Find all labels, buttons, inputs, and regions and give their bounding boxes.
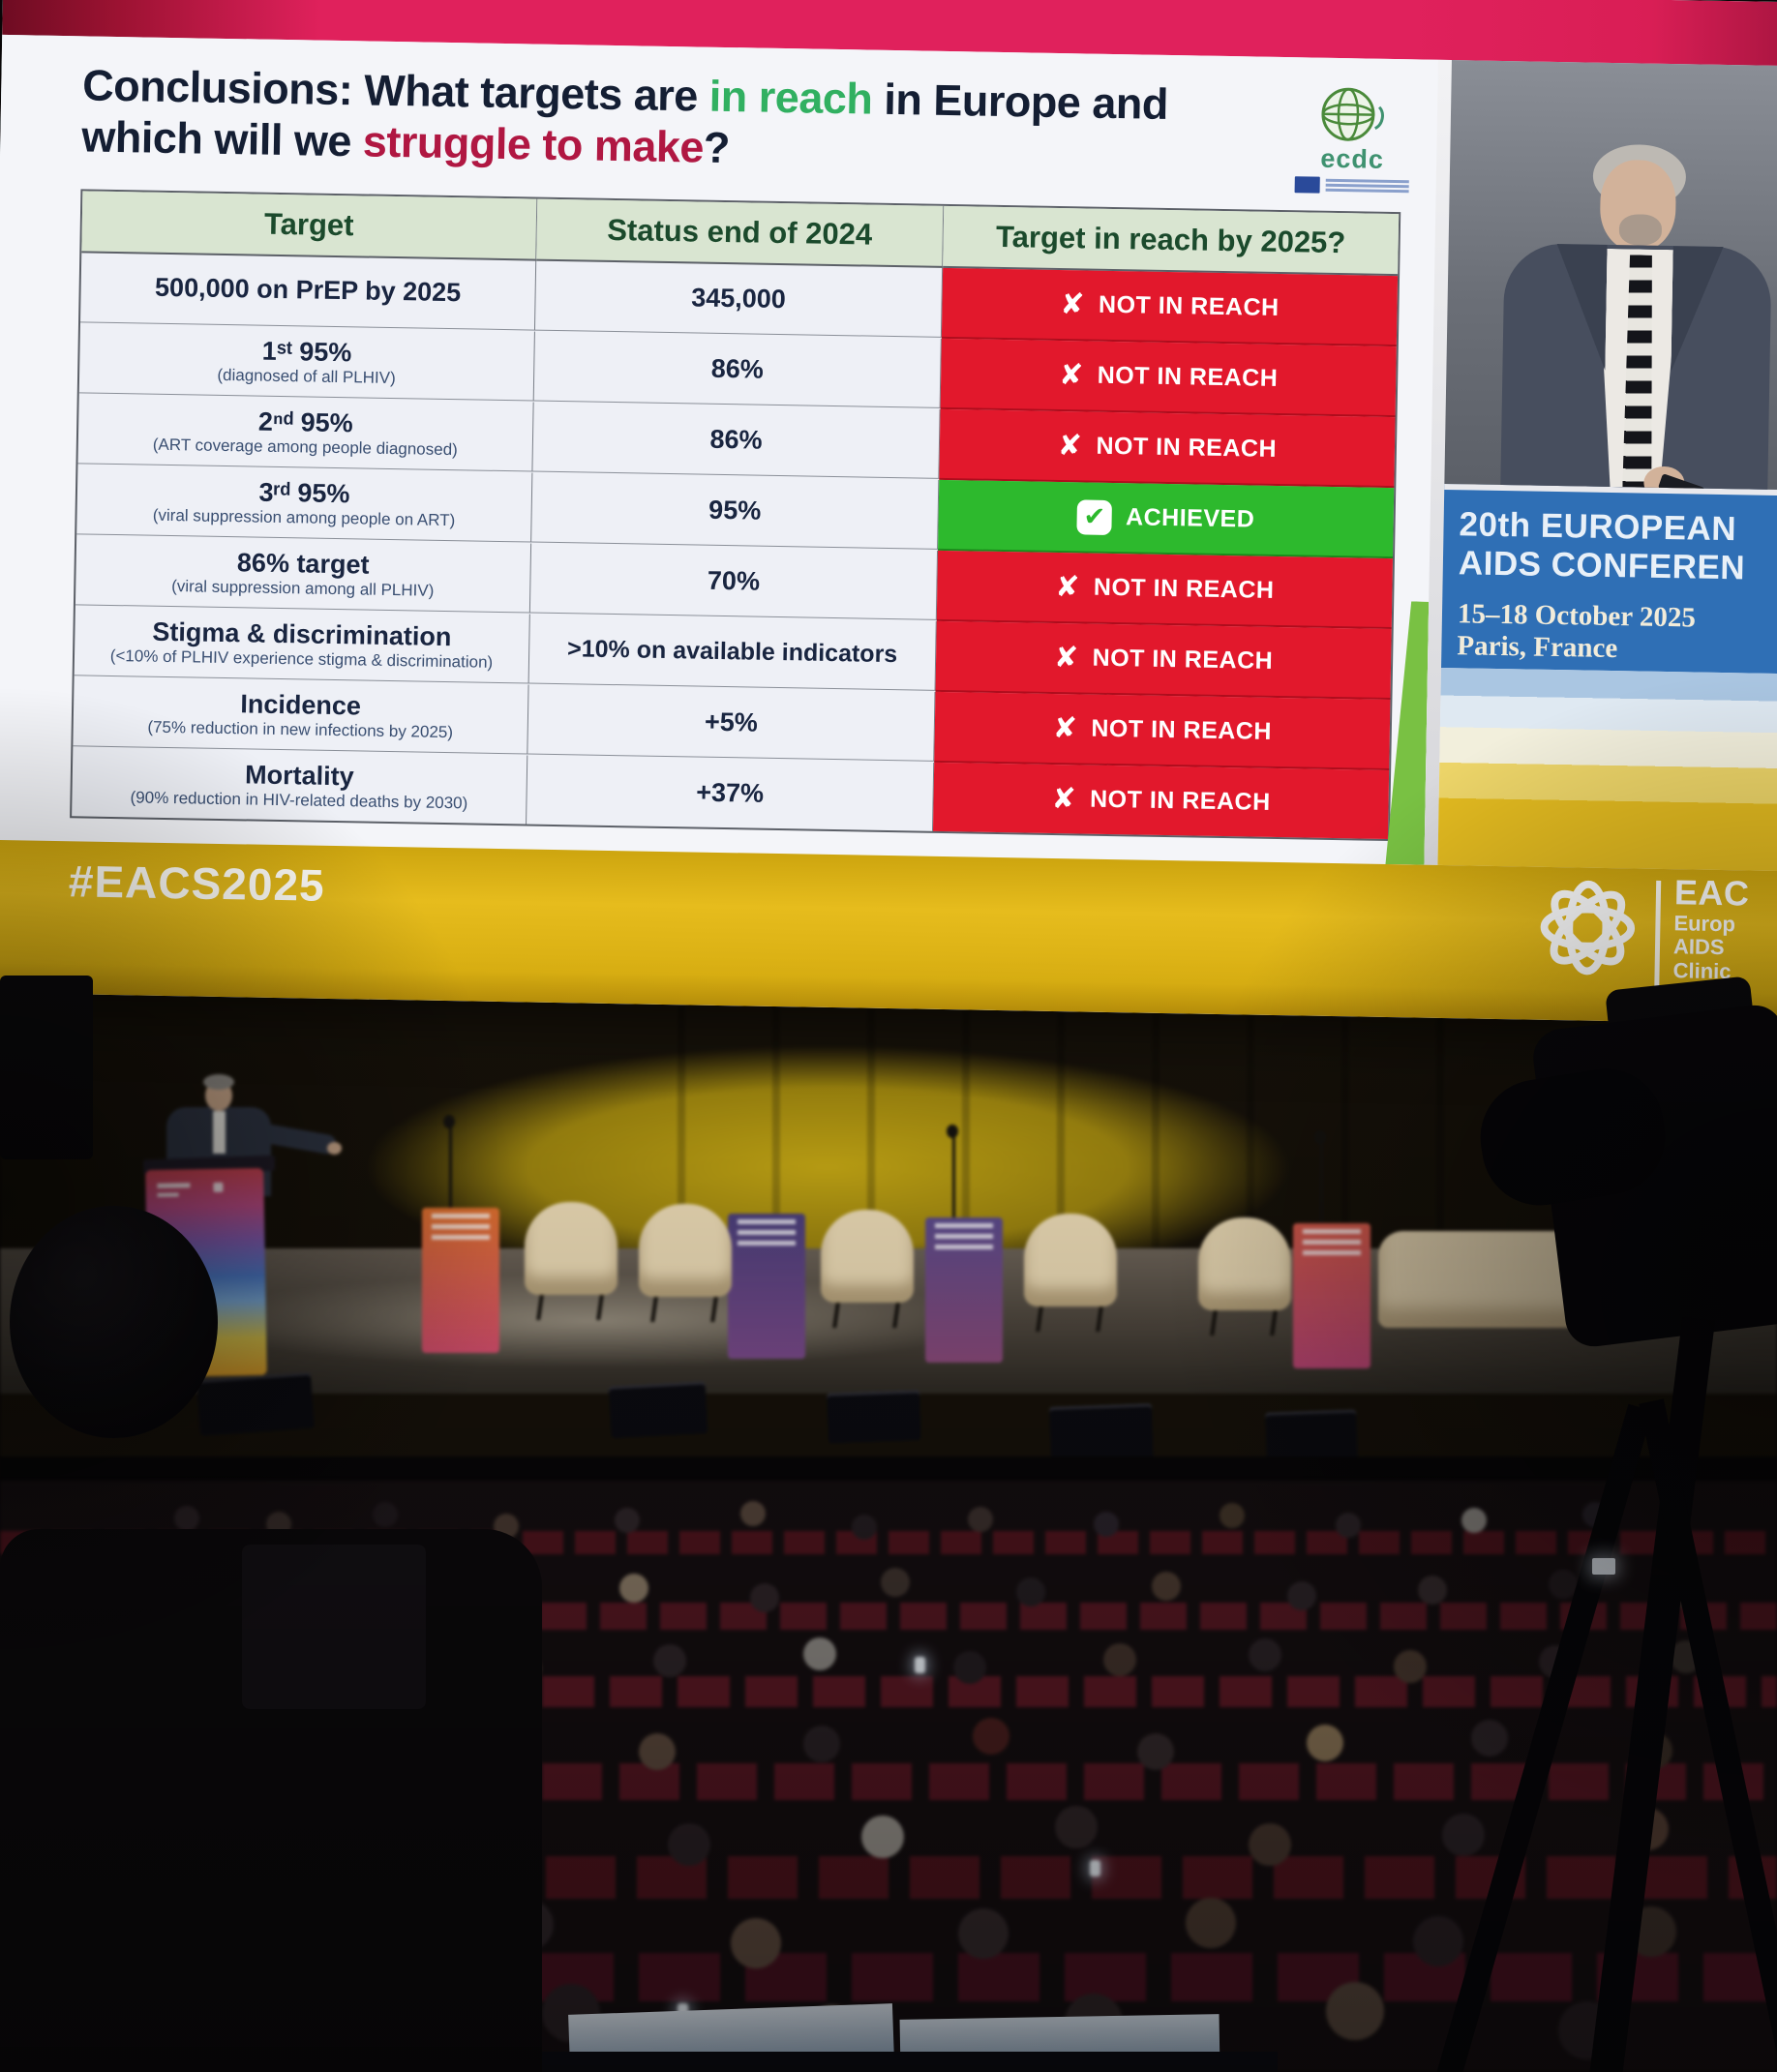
ecdc-logo-text: ecdc	[1320, 143, 1385, 174]
reach-label: ACHIEVED	[1125, 503, 1255, 533]
column-header-reach: Target in reach by 2025?	[943, 205, 1400, 277]
title-part3: which will we	[80, 111, 364, 166]
target-note: (<10% of PLHIV experience stigma & discr…	[109, 646, 494, 673]
status-value: 70%	[529, 543, 939, 620]
cross-icon: ✘	[1051, 782, 1077, 816]
laptop-base	[542, 2052, 1278, 2072]
screen-right-panel: 20th EUROPEAN AIDS CONFEREN 15–18 Octobe…	[1437, 60, 1777, 872]
stage-armchair	[1198, 1217, 1291, 1310]
eacs-rosette-icon	[1540, 880, 1636, 976]
target-note: (viral suppression among people on ART)	[152, 505, 456, 530]
reach-status-badge-achieved: ✔ ACHIEVED	[938, 479, 1395, 559]
broadcast-camera	[1431, 976, 1777, 2072]
presentation-slide: Conclusions: What targets are in reach i…	[0, 34, 1438, 865]
target-note: (viral suppression among all PLHIV)	[171, 577, 435, 601]
ecdc-logo: ecdc	[1279, 84, 1426, 203]
reach-label: NOT IN REACH	[1096, 432, 1278, 463]
cross-icon: ✘	[1055, 570, 1081, 604]
stage-monitor	[827, 1390, 921, 1444]
title-struggle: struggle to make	[362, 116, 705, 172]
dome-camera	[10, 1206, 218, 1438]
eacs-logo-divider	[1654, 880, 1662, 995]
reach-status-badge: ✘ NOT IN REACH	[939, 408, 1396, 489]
target-label: Incidence	[240, 689, 362, 721]
conference-title-line2: AIDS CONFEREN	[1458, 544, 1746, 587]
reach-status-badge: ✘ NOT IN REACH	[934, 691, 1391, 771]
cross-icon: ✘	[1052, 711, 1078, 745]
check-icon: ✔	[1076, 498, 1113, 535]
column-header-status: Status end of 2024	[536, 198, 945, 268]
speaker-video-feed	[1444, 60, 1777, 491]
stage-armchair	[1024, 1214, 1117, 1306]
speaker-beard	[1618, 214, 1663, 246]
left-camera-equipment	[0, 968, 581, 2072]
target-label: 3ʳᵈ 95%	[258, 477, 350, 509]
reach-label: NOT IN REACH	[1089, 785, 1271, 816]
ecdc-globe-icon	[1321, 87, 1384, 141]
reach-status-badge: ✘ NOT IN REACH	[932, 762, 1390, 840]
cross-icon: ✘	[1058, 359, 1085, 392]
stage-side-table	[925, 1125, 1003, 1363]
status-value: +5%	[527, 684, 936, 762]
reach-label: NOT IN REACH	[1098, 290, 1280, 321]
stage-monitor	[608, 1381, 708, 1439]
conference-title-line1: 20th EUROPEAN	[1459, 505, 1737, 549]
title-in-reach: in reach	[708, 71, 873, 124]
target-note: (90% reduction in HIV-related deaths by …	[130, 788, 468, 813]
projection-screen: Conclusions: What targets are in reach i…	[0, 0, 1777, 1025]
cross-icon: ✘	[1057, 430, 1083, 463]
target-label: 500,000 on PrEP by 2025	[154, 272, 462, 308]
status-value: +37%	[527, 755, 935, 831]
status-value: >10% on available indicators	[528, 614, 937, 691]
status-value: 95%	[531, 472, 940, 550]
phone-screen-light	[915, 1657, 925, 1673]
status-value: 345,000	[534, 260, 944, 338]
stage-side-table	[1293, 1130, 1370, 1368]
banner-gradient-stripes	[1437, 667, 1777, 872]
title-qmark: ?	[703, 122, 731, 173]
title-part2: in Europe and	[871, 74, 1169, 129]
eacs-acronym: EAC	[1673, 872, 1750, 914]
eu-flag-icon	[1294, 176, 1320, 194]
camera-display-light	[1592, 1558, 1615, 1575]
target-label: Mortality	[244, 760, 354, 792]
conference-location: Paris, France	[1457, 630, 1618, 664]
target-label: 2ⁿᵈ 95%	[257, 406, 353, 438]
stage-monitor	[1049, 1403, 1154, 1463]
conference-banner: 20th EUROPEAN AIDS CONFEREN 15–18 Octobe…	[1441, 483, 1777, 675]
reach-status-badge: ✘ NOT IN REACH	[941, 267, 1399, 347]
stage-side-table	[728, 1214, 805, 1359]
title-part1: Conclusions: What targets are	[81, 60, 710, 121]
target-label: 86% target	[236, 548, 370, 580]
reach-status-badge: ✘ NOT IN REACH	[940, 338, 1397, 418]
status-value: 86%	[532, 402, 941, 479]
target-label: 1ˢᵗ 95%	[261, 336, 352, 368]
reach-label: NOT IN REACH	[1092, 644, 1274, 675]
target-note: (ART coverage among people diagnosed)	[152, 435, 458, 460]
cross-icon: ✘	[1060, 288, 1086, 321]
reach-status-badge: ✘ NOT IN REACH	[936, 550, 1393, 630]
stage-armchair	[639, 1204, 732, 1297]
target-note: (75% reduction in new infections by 2025…	[147, 717, 454, 742]
stage-armchair	[821, 1210, 914, 1303]
status-value: 86%	[533, 331, 942, 408]
reach-label: NOT IN REACH	[1093, 573, 1275, 604]
ecdc-caption-bars	[1325, 177, 1409, 195]
slide-title: Conclusions: What targets are in reach i…	[81, 59, 1341, 184]
reach-status-badge: ✘ NOT IN REACH	[935, 620, 1392, 701]
reach-label: NOT IN REACH	[1091, 714, 1273, 745]
phone-screen-light	[1090, 1860, 1100, 1877]
reach-label: NOT IN REACH	[1097, 361, 1279, 392]
target-note: (diagnosed of all PLHIV)	[217, 366, 396, 388]
cross-icon: ✘	[1053, 641, 1079, 675]
event-hashtag: #EACS2025	[68, 856, 326, 911]
target-label: Stigma & discrimination	[152, 616, 452, 652]
column-header-target: Target	[81, 191, 538, 261]
targets-table: Target Status end of 2024 Target in reac…	[70, 189, 1401, 842]
